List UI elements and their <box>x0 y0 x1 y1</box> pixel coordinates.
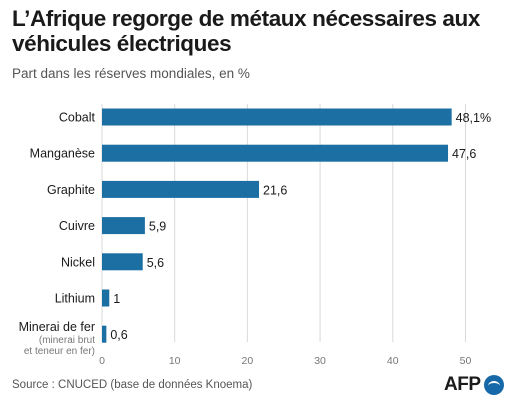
afp-logo-dot-icon <box>483 375 504 395</box>
value-label: 21,6 <box>263 183 287 197</box>
chart-title: L’Afrique regorge de métaux nécessaires … <box>12 6 481 56</box>
bar <box>102 108 452 126</box>
x-tick-label: 0 <box>99 355 105 367</box>
category-label: Cuivre <box>59 219 95 233</box>
x-tick-label: 50 <box>460 355 472 367</box>
bar <box>102 253 143 271</box>
value-label: 5,9 <box>149 220 166 234</box>
value-label: 48,1% <box>456 111 491 125</box>
value-label: 0,6 <box>110 328 127 342</box>
bar <box>102 217 145 235</box>
source-note: Source : CNUCED (base de données Knoema) <box>12 379 253 391</box>
x-tick-label: 10 <box>169 355 181 367</box>
value-label: 5,6 <box>147 256 164 270</box>
x-tick-label: 20 <box>242 355 254 367</box>
afp-logo-text: AFP <box>444 374 481 395</box>
bar <box>102 325 107 343</box>
bar <box>102 144 449 162</box>
bar-chart: 0 10 20 30 40 50 Cobalt 48,1% Manganèse 47,6 Graph… <box>19 104 491 367</box>
category-note: (minerai brut <box>39 335 95 346</box>
bar <box>102 180 260 198</box>
category-label: Nickel <box>61 255 95 269</box>
bar <box>102 289 110 307</box>
category-label: Lithium <box>55 292 95 306</box>
afp-logo: AFP <box>444 374 504 396</box>
category-label: Graphite <box>47 183 95 197</box>
chart-subtitle: Part dans les réserves mondiales, en % <box>12 66 250 81</box>
category-label: Minerai de fer <box>19 320 95 334</box>
category-label: Cobalt <box>59 111 96 125</box>
x-tick-label: 40 <box>387 355 399 367</box>
value-label: 47,6 <box>452 147 476 161</box>
category-note: et teneur en fer) <box>24 346 95 357</box>
category-label: Manganèse <box>30 147 95 161</box>
x-tick-label: 30 <box>314 355 326 367</box>
value-label: 1 <box>113 292 120 306</box>
